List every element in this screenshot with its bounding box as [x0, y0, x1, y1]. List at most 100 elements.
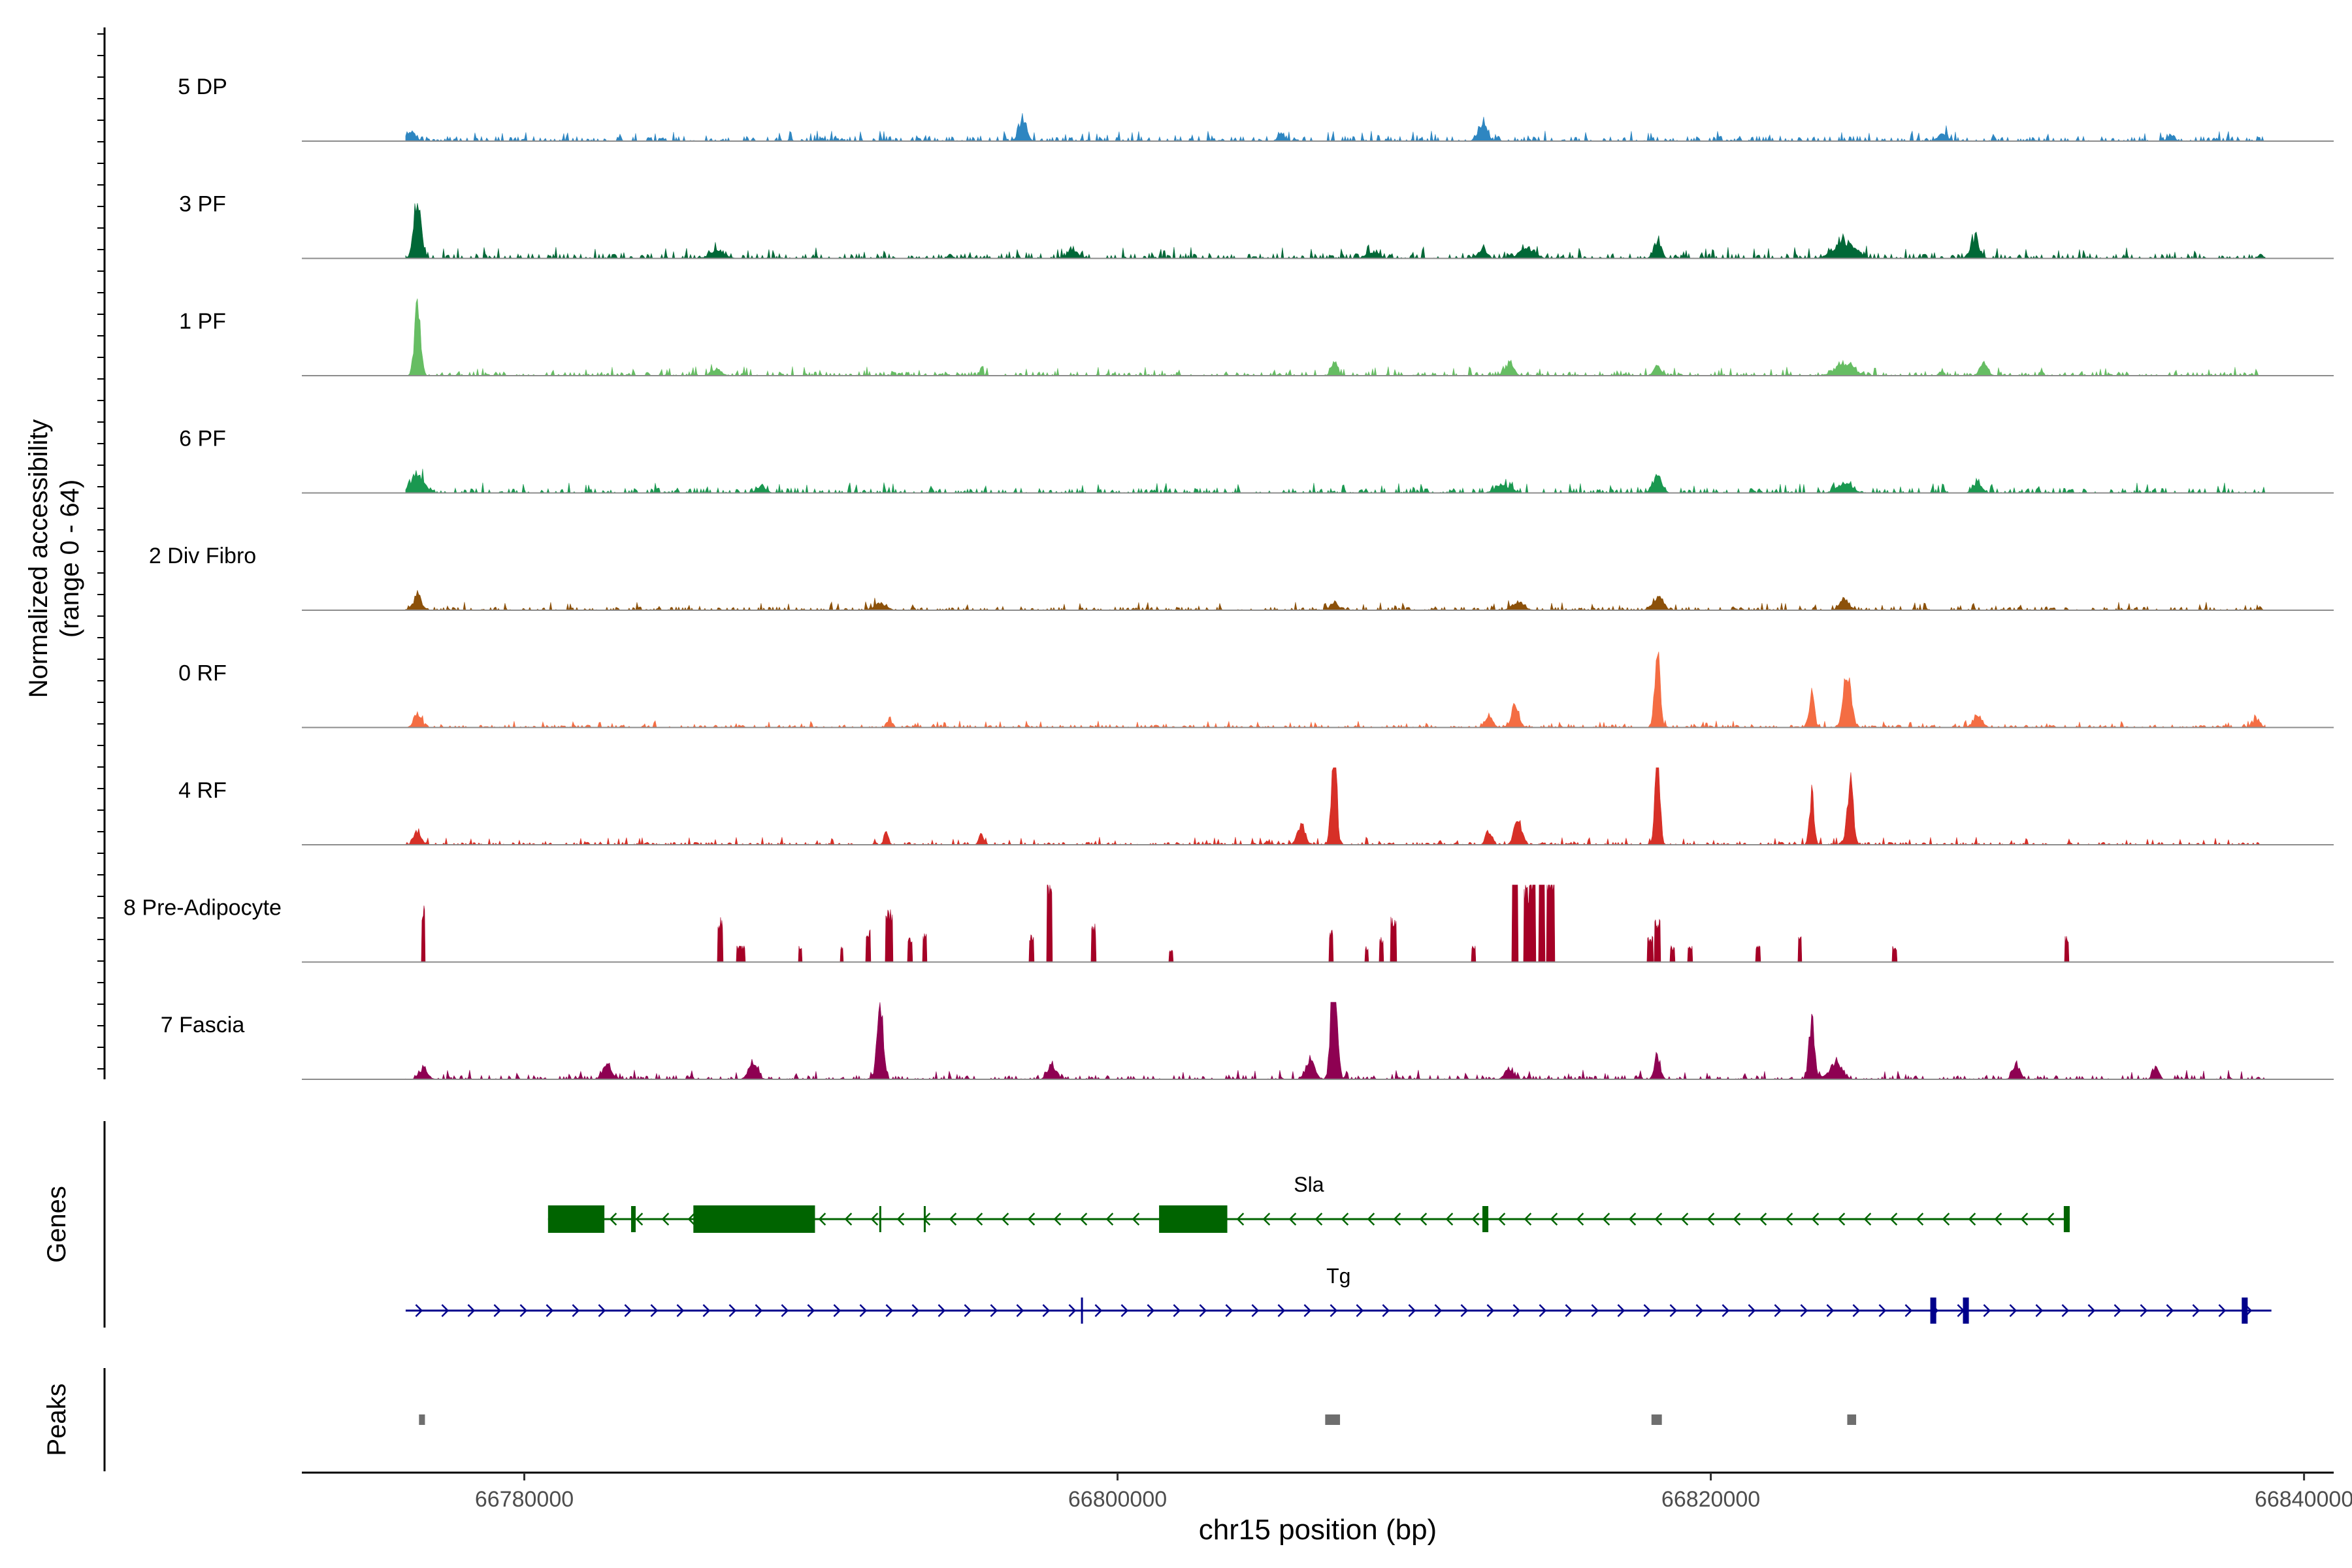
- strand-chevron: [2009, 1304, 2017, 1317]
- strand-chevron: [1524, 1213, 1532, 1226]
- strand-chevron: [687, 1213, 696, 1226]
- strand-chevron: [1968, 1213, 1976, 1226]
- strand-chevron: [1199, 1304, 1207, 1317]
- strand-chevron: [1748, 1304, 1756, 1317]
- gene-exon: [630, 1206, 636, 1232]
- strand-chevron: [975, 1213, 983, 1226]
- strand-chevron: [702, 1304, 711, 1317]
- peak-region: [1325, 1414, 1341, 1425]
- gene-name-label: Tg: [1326, 1264, 1350, 1288]
- strand-chevron: [2046, 1213, 2055, 1226]
- strand-chevron: [1654, 1213, 1663, 1226]
- strand-chevron: [1889, 1213, 1898, 1226]
- strand-chevron: [1001, 1213, 1009, 1226]
- strand-chevron: [1068, 1304, 1077, 1317]
- strand-chevron: [885, 1304, 894, 1317]
- track-label: 3 PF: [179, 192, 226, 217]
- strand-chevron: [781, 1304, 789, 1317]
- strand-chevron: [1434, 1304, 1443, 1317]
- strand-chevron: [635, 1213, 644, 1226]
- strand-chevron: [650, 1304, 659, 1317]
- strand-chevron: [441, 1304, 449, 1317]
- track-8-pre-adipocyte: 8 Pre-Adipocyte: [123, 885, 2334, 963]
- strand-chevron: [1288, 1213, 1297, 1226]
- strand-chevron: [1669, 1304, 1678, 1317]
- strand-chevron: [1539, 1304, 1547, 1317]
- x-tick-label: 66820000: [1661, 1487, 1760, 1512]
- track-1-pf: 1 PF: [179, 298, 2334, 377]
- strand-chevron: [1837, 1213, 1846, 1226]
- strand-chevron: [938, 1304, 946, 1317]
- strand-chevron: [1042, 1304, 1051, 1317]
- track-label: 7 Fascia: [161, 1013, 245, 1037]
- strand-chevron: [964, 1304, 972, 1317]
- strand-chevron: [1147, 1304, 1155, 1317]
- gene-exon: [1930, 1298, 1936, 1324]
- strand-chevron: [1785, 1213, 1793, 1226]
- gene-tg: Tg: [405, 1264, 2272, 1324]
- strand-chevron: [807, 1304, 815, 1317]
- strand-chevron: [2218, 1304, 2227, 1317]
- strand-chevron: [1393, 1213, 1401, 1226]
- strand-chevron: [1617, 1304, 1625, 1317]
- strand-chevron: [609, 1213, 617, 1226]
- strand-chevron: [1707, 1213, 1715, 1226]
- strand-chevron: [1576, 1213, 1584, 1226]
- strand-chevron: [676, 1304, 685, 1317]
- strand-chevron: [1878, 1304, 1887, 1317]
- peak-region-track: [419, 1414, 1857, 1425]
- strand-chevron: [624, 1304, 632, 1317]
- strand-chevron: [1722, 1304, 1730, 1317]
- strand-chevron: [1105, 1213, 1114, 1226]
- track-2-div-fibro: 2 Div Fibro: [149, 544, 2334, 612]
- track-6-pf: 6 PF: [179, 427, 2334, 494]
- strand-chevron: [2140, 1304, 2148, 1317]
- peak-region: [1651, 1414, 1662, 1425]
- track-label: 0 RF: [178, 661, 227, 686]
- peak-region: [1847, 1414, 1857, 1425]
- strand-chevron: [896, 1213, 905, 1226]
- strand-chevron: [990, 1304, 998, 1317]
- track-label: 2 Div Fibro: [149, 544, 256, 568]
- y-axis-title-line1: Normalized accessibility: [24, 419, 53, 698]
- x-axis-title: chr15 position (bp): [1199, 1514, 1437, 1546]
- coverage-tracks: 5 DP 3 PF 1 PF 6 PF 2 Div Fibro 0 RF 4 RF 8 Pre…: [123, 74, 2334, 1081]
- strand-chevron: [818, 1213, 826, 1226]
- strand-chevron: [1419, 1213, 1428, 1226]
- gene-exon: [1159, 1205, 1228, 1233]
- strand-chevron: [2035, 1304, 2044, 1317]
- strand-chevron: [833, 1304, 841, 1317]
- track-label: 8 Pre-Adipocyte: [123, 896, 282, 921]
- strand-chevron: [1225, 1304, 1233, 1317]
- gene-exon: [693, 1205, 815, 1233]
- strand-chevron: [1852, 1304, 1861, 1317]
- y-axis-title: Normalized accessibility (range 0 - 64): [24, 419, 84, 698]
- track-0-rf: 0 RF: [178, 651, 2334, 728]
- peaks-panel-label: Peaks: [42, 1383, 71, 1456]
- strand-chevron: [1079, 1213, 1088, 1226]
- strand-chevron: [1800, 1304, 1808, 1317]
- strand-chevron: [1811, 1213, 1820, 1226]
- track-label: 6 PF: [179, 427, 226, 451]
- gene-annotation-track: Sla Tg: [405, 1173, 2272, 1324]
- strand-chevron: [1512, 1304, 1521, 1317]
- strand-chevron: [1497, 1213, 1506, 1226]
- coverage-area: [405, 203, 2266, 259]
- strand-chevron: [1445, 1213, 1454, 1226]
- strand-chevron: [755, 1304, 763, 1317]
- strand-chevron: [1053, 1213, 1062, 1226]
- track-3-pf: 3 PF: [179, 192, 2334, 259]
- strand-chevron: [572, 1304, 580, 1317]
- track-label: 1 PF: [179, 309, 226, 334]
- peak-region: [419, 1414, 425, 1425]
- strand-chevron: [1942, 1213, 1950, 1226]
- strand-chevron: [1904, 1304, 1913, 1317]
- strand-chevron: [519, 1304, 528, 1317]
- x-tick-label: 66780000: [475, 1487, 574, 1512]
- strand-chevron: [1565, 1304, 1573, 1317]
- strand-chevron: [1759, 1213, 1767, 1226]
- coverage-area: [405, 767, 2266, 845]
- genes-panel-label: Genes: [42, 1186, 71, 1263]
- strand-chevron: [844, 1213, 853, 1226]
